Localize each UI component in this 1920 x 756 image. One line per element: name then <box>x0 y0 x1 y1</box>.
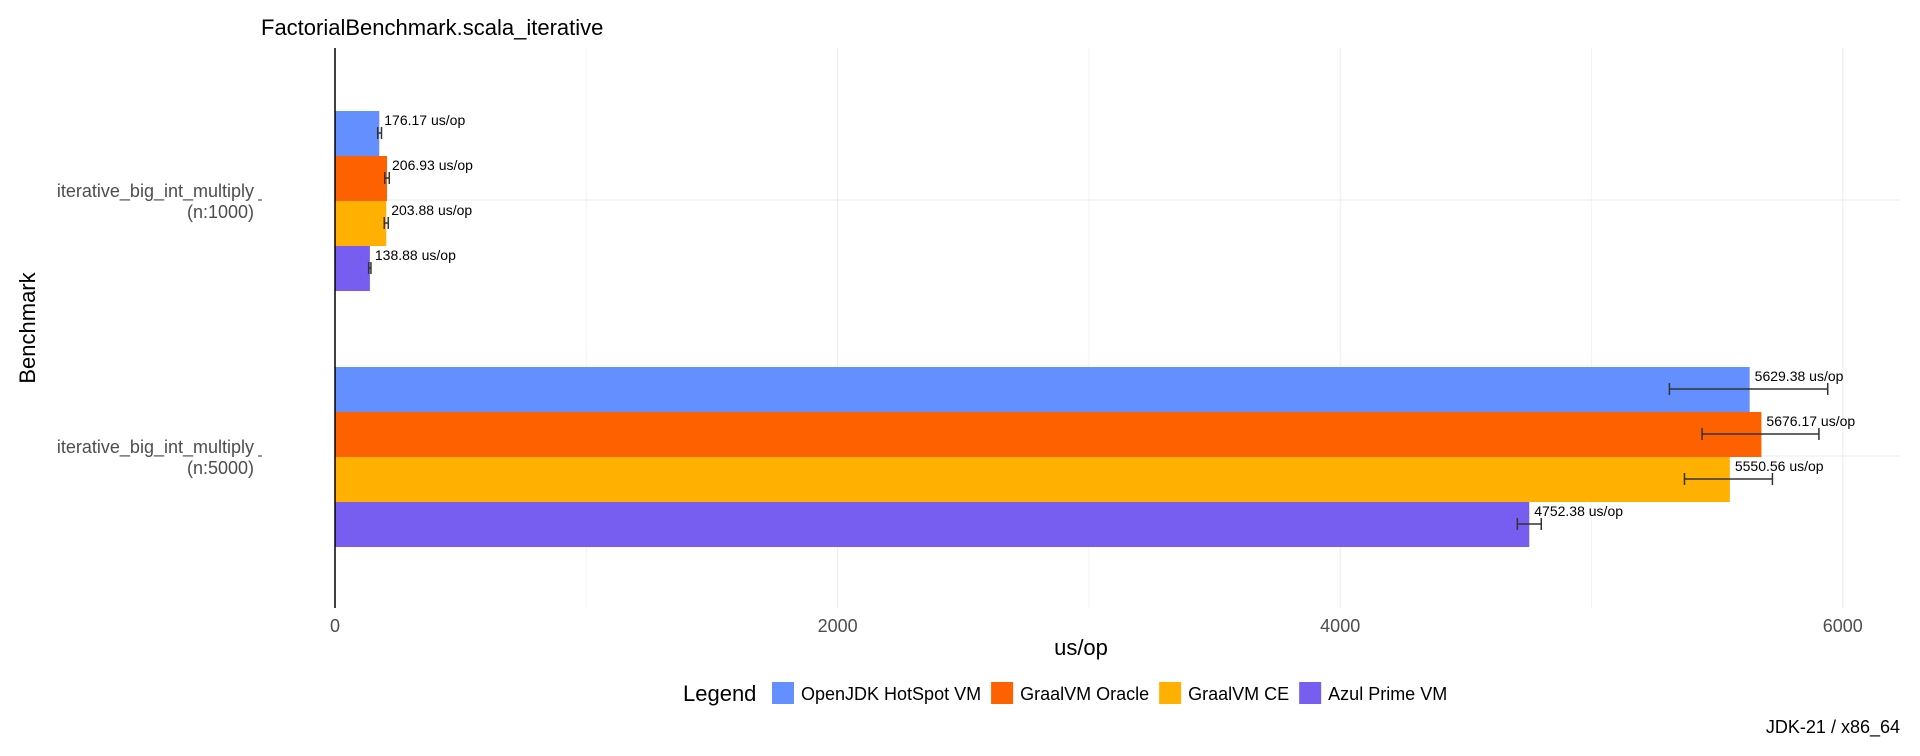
legend-item: Azul Prime VM <box>1299 682 1447 704</box>
error-bar <box>1668 383 1829 395</box>
error-bar <box>383 217 390 229</box>
error-bar <box>1701 428 1820 440</box>
error-bar <box>376 127 383 139</box>
bar <box>335 246 370 291</box>
category-label: iterative_big_int_multiply <box>57 181 254 202</box>
data-label: 138.88 us/op <box>375 247 456 263</box>
legend-label: OpenJDK HotSpot VM <box>801 684 981 704</box>
x-axis-title: us/op <box>1054 635 1108 660</box>
error-bar <box>367 262 372 274</box>
bar <box>335 156 388 201</box>
data-label: 206.93 us/op <box>392 157 473 173</box>
bar <box>335 457 1730 502</box>
legend-item: OpenJDK HotSpot VM <box>772 682 981 704</box>
data-label: 203.88 us/op <box>391 202 472 218</box>
bars <box>335 111 1762 547</box>
x-tick-label: 6000 <box>1823 616 1863 636</box>
category-label: iterative_big_int_multiply <box>57 437 254 458</box>
error-bars <box>367 127 1829 530</box>
bar <box>335 502 1530 547</box>
legend-swatch <box>1159 682 1182 704</box>
bar <box>335 412 1762 457</box>
y-axis-title: Benchmark <box>15 271 40 383</box>
legend: Legend OpenJDK HotSpot VM GraalVM Oracle G… <box>683 681 1447 706</box>
legend-swatch <box>991 682 1014 704</box>
x-tick-label: 4000 <box>1320 616 1360 636</box>
error-bar <box>1516 518 1542 530</box>
category-label: (n:1000) <box>187 202 254 222</box>
data-label: 5676.17 us/op <box>1766 413 1855 429</box>
legend-swatch <box>772 682 794 704</box>
x-tick-labels: 0 2000 4000 6000 <box>330 616 1863 636</box>
bar <box>335 201 387 246</box>
bar <box>335 367 1750 412</box>
legend-title: Legend <box>683 681 756 706</box>
legend-label: Azul Prime VM <box>1328 684 1447 704</box>
legend-item: GraalVM CE <box>1159 682 1289 704</box>
data-label: 4752.38 us/op <box>1534 503 1623 519</box>
data-label: 5629.38 us/op <box>1755 368 1844 384</box>
legend-label: GraalVM Oracle <box>1020 684 1149 704</box>
error-bar <box>1683 473 1774 485</box>
chart-title: FactorialBenchmark.scala_iterative <box>261 15 603 40</box>
category-labels: iterative_big_int_multiply(n:1000)iterat… <box>57 181 262 478</box>
data-labels: 176.17 us/op 5629.38 us/op 206.93 us/op 567… <box>375 112 1855 519</box>
legend-label: GraalVM CE <box>1188 684 1289 704</box>
error-bar <box>384 172 391 184</box>
caption: JDK-21 / x86_64 <box>1766 717 1900 738</box>
x-tick-label: 2000 <box>818 616 858 636</box>
category-label: (n:5000) <box>187 458 254 478</box>
data-label: 176.17 us/op <box>384 112 465 128</box>
legend-item: GraalVM Oracle <box>991 682 1149 704</box>
x-tick-label: 0 <box>330 616 340 636</box>
bar <box>335 111 380 156</box>
legend-swatch <box>1299 682 1322 704</box>
data-label: 5550.56 us/op <box>1735 458 1824 474</box>
